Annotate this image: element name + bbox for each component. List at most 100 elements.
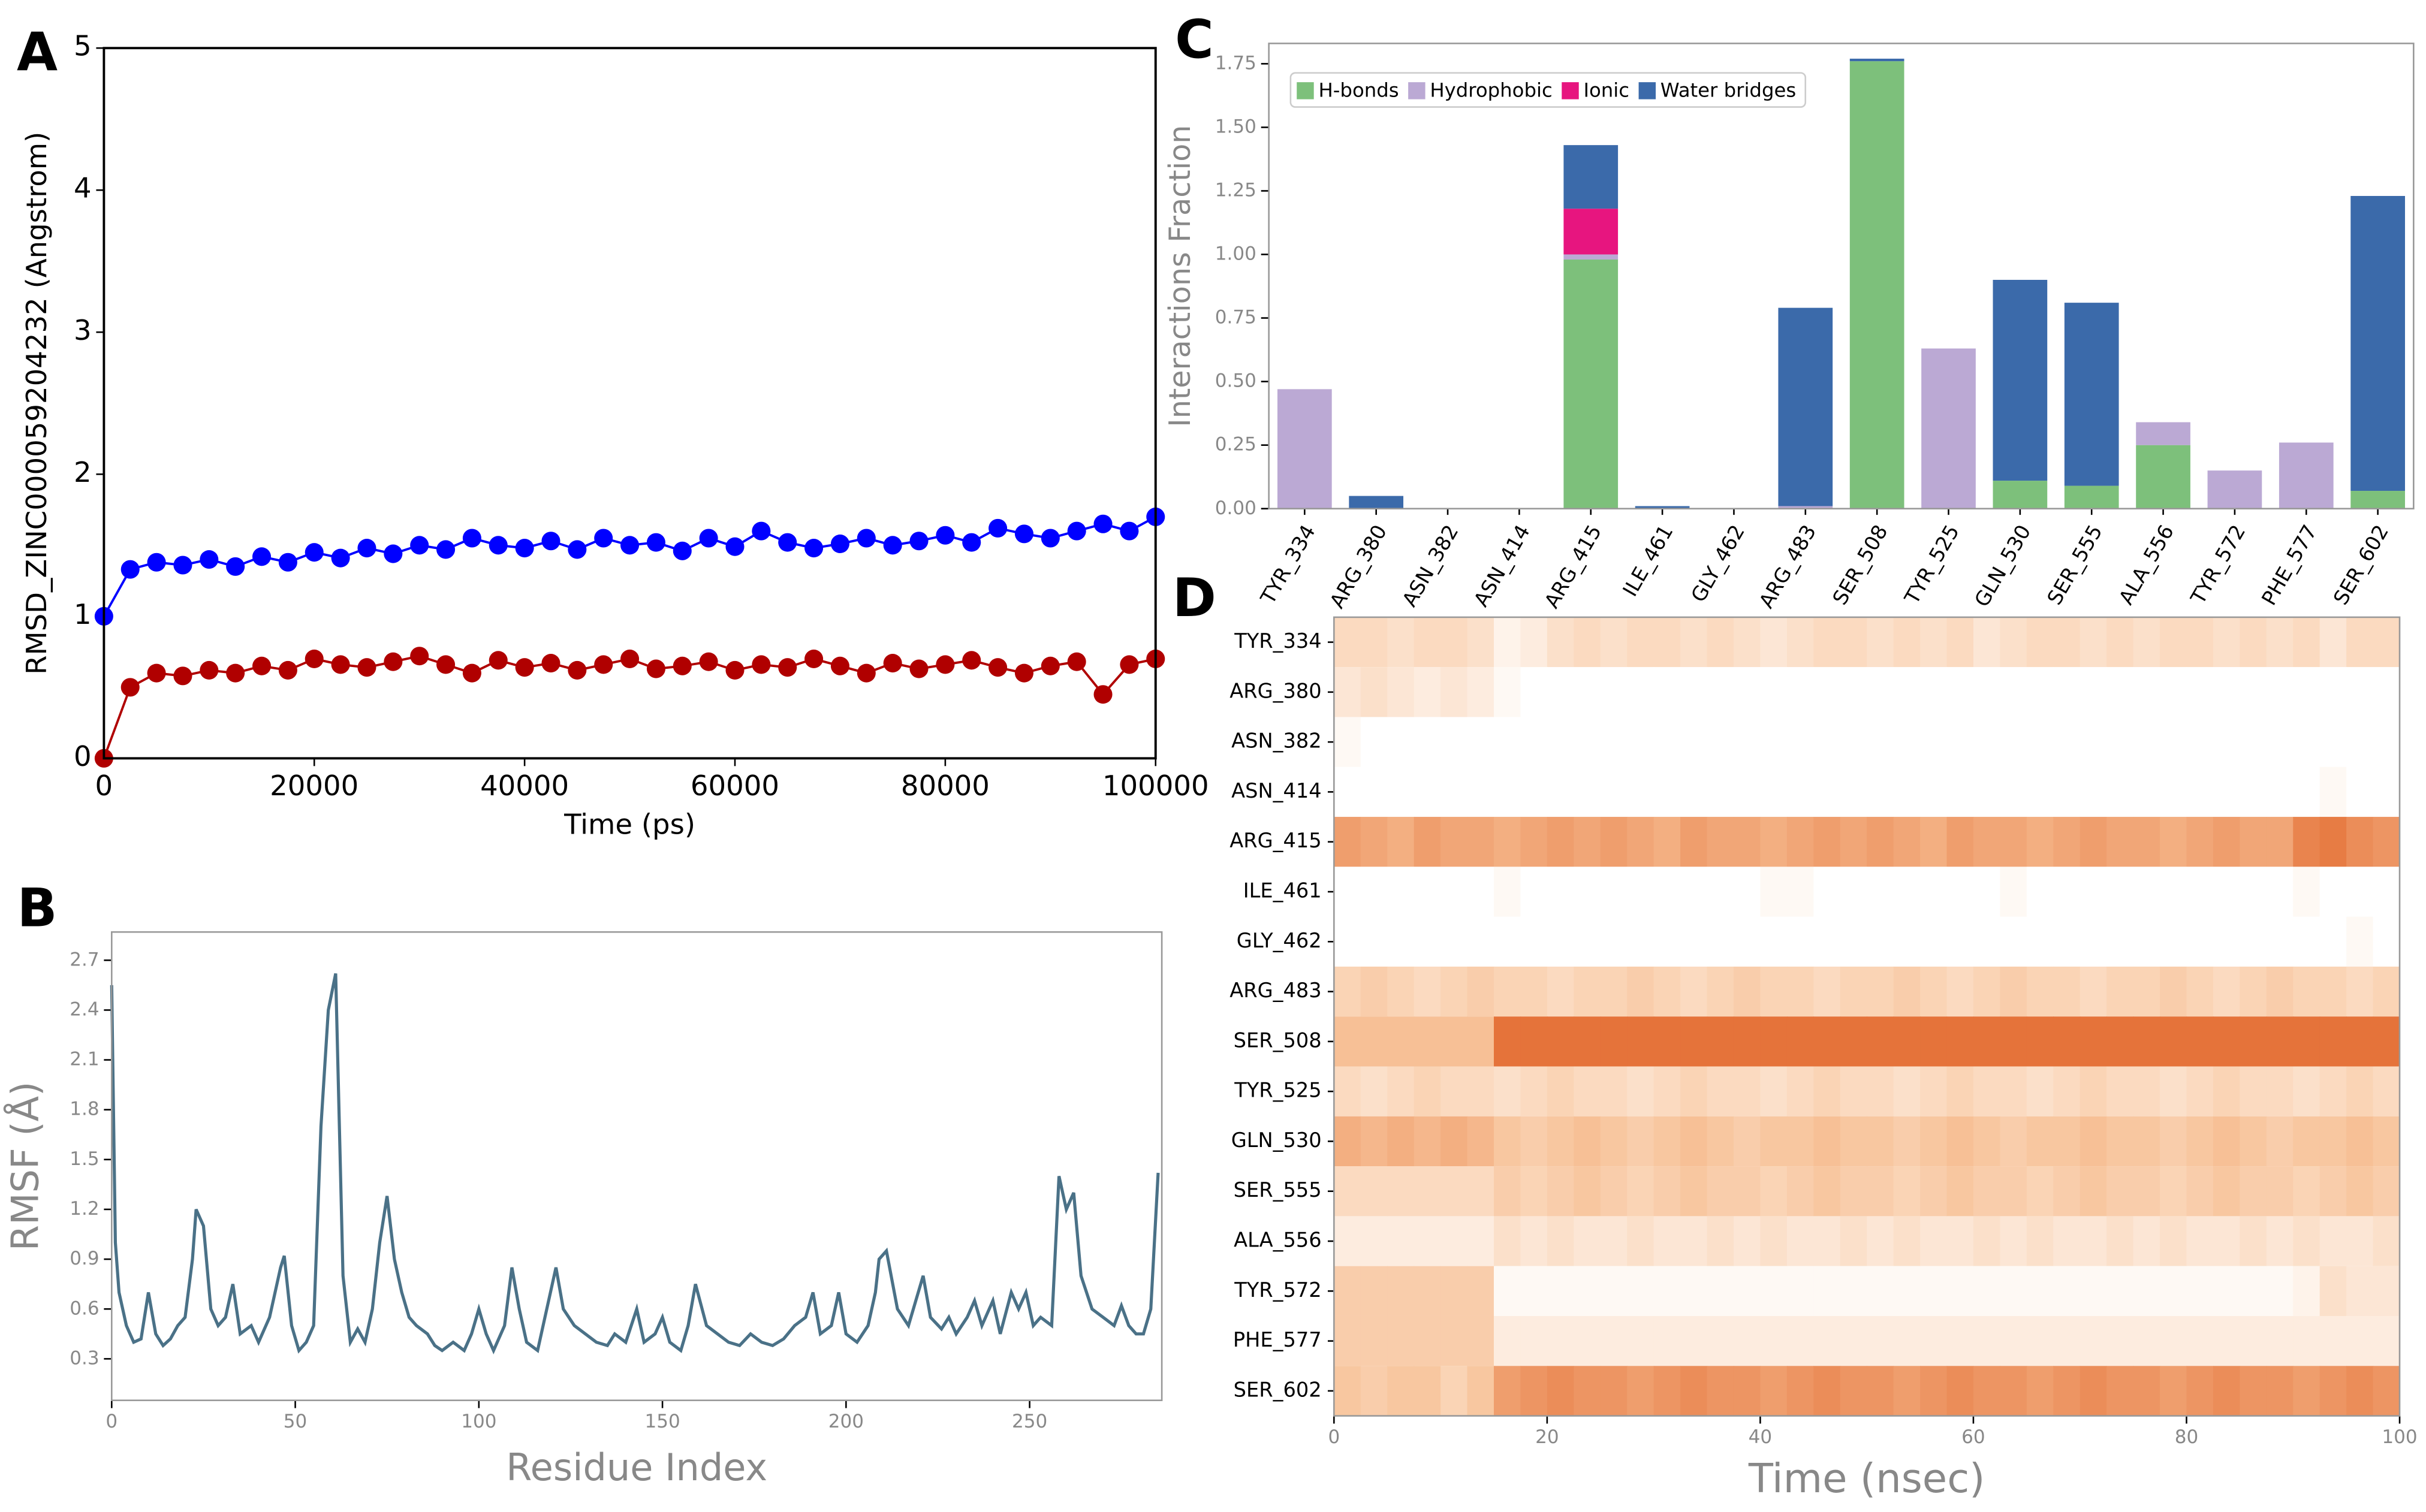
- heat-cell: [1760, 766, 1788, 817]
- heat-cell: [2373, 1016, 2400, 1067]
- heat-cell: [1840, 667, 1867, 717]
- heat-cell: [2000, 1116, 2027, 1167]
- heat-cell: [1920, 1366, 1948, 1416]
- heat-cell: [2080, 1266, 2107, 1316]
- heat-cell: [1973, 867, 2001, 917]
- heat-cell: [1946, 1116, 1974, 1167]
- heat-cell: [1786, 617, 1815, 668]
- heat-cell: [1627, 1066, 1654, 1116]
- heat-cell: [2373, 817, 2400, 867]
- heat-cell: [2133, 1116, 2160, 1167]
- heat-cell: [1360, 1366, 1388, 1416]
- heat-cell: [2186, 766, 2214, 817]
- heat-cell: [1946, 1216, 1974, 1266]
- heat-cell: [2373, 916, 2400, 967]
- heat-cell: [2053, 1315, 2081, 1366]
- heat-cell: [1574, 1166, 1601, 1217]
- heat-cell: [1334, 1066, 1361, 1116]
- heat-cell: [1360, 1315, 1388, 1366]
- heat-cell: [1440, 1166, 1468, 1217]
- x-tick-label: 80: [2175, 1426, 2199, 1448]
- heat-cell: [1786, 717, 1815, 767]
- heat-cell: [2106, 766, 2134, 817]
- heat-cell: [1920, 966, 1948, 1017]
- data-point: [120, 560, 140, 579]
- heat-cell: [1574, 667, 1601, 717]
- heat-cell: [1973, 916, 2001, 967]
- x-tick-label: ALA_556: [2114, 521, 2178, 608]
- heat-cell: [1867, 766, 1894, 817]
- heat-cell: [1600, 1366, 1628, 1416]
- x-tick-label: 150: [644, 1411, 680, 1432]
- heat-cell: [1680, 617, 1708, 668]
- row-label: SER_602: [1234, 1378, 1322, 1401]
- heat-cell: [1520, 1166, 1548, 1217]
- data-point: [331, 548, 350, 568]
- heat-cell: [1760, 1116, 1788, 1167]
- heat-cell: [1707, 966, 1734, 1017]
- heat-cell: [1760, 617, 1788, 668]
- heat-cell: [1946, 1266, 1974, 1316]
- heat-cell: [1707, 817, 1734, 867]
- panel-label: A: [17, 21, 58, 83]
- data-point: [147, 663, 166, 683]
- heat-cell: [2346, 1166, 2374, 1217]
- heat-cell: [1786, 867, 1815, 917]
- heat-cell: [1360, 966, 1388, 1017]
- heat-cell: [1973, 1216, 2001, 1266]
- heat-cell: [1627, 867, 1654, 917]
- bar-segment: [1563, 145, 1619, 209]
- heat-cell: [2080, 1116, 2107, 1167]
- heat-cell: [1893, 1116, 1921, 1167]
- heat-cell: [2186, 667, 2214, 717]
- heat-cell: [2266, 867, 2294, 917]
- y-tick-label: 0.25: [1215, 434, 1256, 455]
- heat-cell: [1600, 667, 1628, 717]
- heat-cell: [1840, 966, 1867, 1017]
- heat-cell: [2373, 766, 2400, 817]
- heat-cell: [1707, 1315, 1734, 1366]
- heat-cell: [1414, 1016, 1441, 1067]
- heat-cell: [1414, 766, 1441, 817]
- heat-cell: [2080, 966, 2107, 1017]
- data-point: [226, 557, 245, 576]
- heat-cell: [2373, 717, 2400, 767]
- heat-cell: [1653, 1116, 1681, 1167]
- heat-cell: [1733, 1366, 1761, 1416]
- heat-cell: [2106, 1266, 2134, 1316]
- x-tick-label: 40000: [480, 769, 569, 802]
- heat-cell: [1574, 717, 1601, 767]
- heat-cell: [1467, 1366, 1494, 1416]
- heat-cell: [1547, 867, 1575, 917]
- heat-cell: [1653, 717, 1681, 767]
- bar-segment: [2350, 491, 2405, 509]
- heat-cell: [1680, 916, 1708, 967]
- heat-cell: [2160, 667, 2187, 717]
- bar-segment: [2279, 442, 2334, 509]
- heat-cell: [2026, 667, 2054, 717]
- data-point: [489, 536, 508, 555]
- x-tick-label: 250: [1012, 1411, 1047, 1432]
- heat-cell: [1786, 966, 1815, 1017]
- heat-cell: [1600, 817, 1628, 867]
- heat-cell: [1574, 1066, 1601, 1116]
- y-tick-label: 5: [74, 30, 92, 62]
- heat-cell: [2000, 916, 2027, 967]
- heat-cell: [2106, 667, 2134, 717]
- heat-cell: [1414, 1366, 1441, 1416]
- heat-cell: [1520, 817, 1548, 867]
- heat-cell: [1467, 1315, 1494, 1366]
- heat-cell: [1414, 1066, 1441, 1116]
- data-point: [962, 533, 981, 552]
- y-tick-label: 0.00: [1215, 497, 1256, 519]
- data-point: [594, 655, 613, 674]
- bar-segment: [1349, 496, 1404, 509]
- heat-cell: [1414, 1315, 1441, 1366]
- heat-cell: [1414, 1116, 1441, 1167]
- heat-cell: [1893, 766, 1921, 817]
- heat-cell: [1893, 1216, 1921, 1266]
- heat-cell: [1786, 667, 1815, 717]
- data-point: [384, 652, 403, 671]
- heat-cell: [2053, 1166, 2081, 1217]
- heat-cell: [1680, 867, 1708, 917]
